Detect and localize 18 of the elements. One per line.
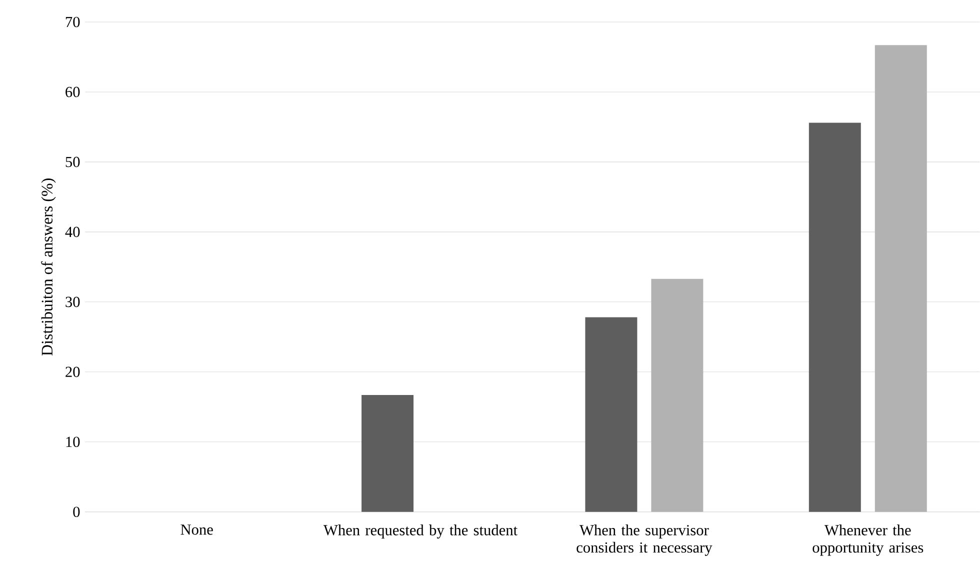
bar: [874, 45, 927, 512]
x-tick-label: When requested by the student: [323, 524, 518, 539]
bar: [808, 122, 861, 512]
y-tick-label: 70: [66, 16, 80, 28]
bar: [362, 395, 414, 512]
x-tick-label: None: [180, 524, 213, 535]
bar: [651, 278, 704, 512]
y-tick-label: 50: [66, 156, 80, 168]
y-tick-label: 40: [65, 226, 80, 238]
bar: [585, 317, 638, 512]
x-tick-label: Whenever the opportunity arises: [812, 524, 924, 556]
y-tick-label: 0: [73, 506, 80, 518]
y-axis-title: Distribuiton of answers (%): [41, 178, 56, 356]
y-tick-label: 30: [66, 296, 80, 308]
x-tick-label: When the supervisor considers it necessary: [576, 524, 712, 556]
y-tick-label: 20: [66, 366, 80, 378]
y-tick-label: 10: [66, 436, 80, 448]
y-tick-label: 60: [66, 86, 80, 98]
